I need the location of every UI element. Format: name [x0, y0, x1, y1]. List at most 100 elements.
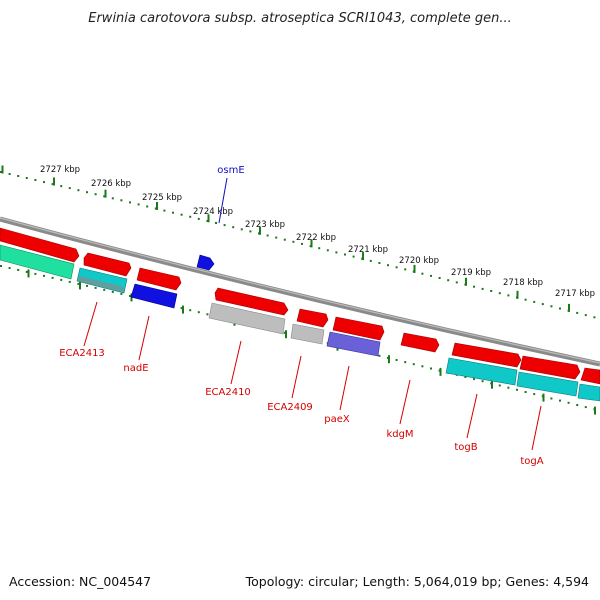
ruler-major-tick [568, 303, 570, 312]
ruler-dot [421, 272, 424, 275]
gene-arrow[interactable] [580, 367, 600, 385]
ruler-dot [129, 201, 131, 204]
leader-line [399, 379, 411, 425]
leader-line [218, 177, 228, 224]
ruler-label: 2719 kbp [451, 268, 491, 278]
ruler-dot [189, 215, 192, 218]
gene-bar[interactable] [0, 244, 75, 280]
ruler-dot [567, 401, 570, 404]
ruler-dot [17, 269, 20, 271]
gene-bar[interactable] [326, 331, 381, 357]
ruler-dot [412, 363, 415, 366]
gene-bar-nadE[interactable] [130, 283, 178, 309]
ruler-dot [369, 259, 372, 262]
gene-label-ECA2409[interactable]: ECA2409 [267, 402, 313, 413]
gene-arrow[interactable] [400, 332, 440, 353]
ruler-dot [232, 226, 235, 229]
outer-ruler [0, 165, 596, 319]
reverse-strand-genes [0, 244, 600, 402]
gene-arrow[interactable] [136, 267, 182, 291]
ruler-dot [498, 292, 501, 295]
ruler-label: 2717 kbp [555, 289, 595, 299]
ruler-dot [51, 183, 54, 186]
ruler-dot [120, 199, 123, 202]
ruler-dot [550, 397, 553, 400]
gene-label-togA[interactable]: togA [520, 456, 543, 467]
ruler-dot [180, 307, 183, 310]
gene-arrow[interactable] [519, 355, 581, 380]
ruler-label: 2723 kbp [245, 220, 285, 230]
gene-label-nadE[interactable]: nadE [123, 363, 148, 374]
gene-arrow[interactable] [0, 227, 80, 263]
gene-label-paeX[interactable]: paeX [324, 414, 350, 425]
gene-bar[interactable] [208, 302, 286, 335]
ruler-dot [395, 359, 398, 361]
ruler-dot [172, 211, 174, 214]
gene-label-ECA2410[interactable]: ECA2410 [205, 387, 251, 398]
ruler-dot [524, 298, 527, 301]
ruler-dot [34, 272, 37, 275]
ruler-dot [8, 267, 11, 269]
ruler-dot [559, 307, 561, 310]
ruler-dot [129, 295, 131, 297]
ruler-label: 2724 kbp [193, 207, 233, 217]
gene-label-kdgM[interactable]: kdgM [386, 429, 413, 440]
ruler-dot [275, 236, 278, 239]
ruler-dot [516, 388, 518, 391]
ruler-dot [163, 209, 166, 212]
ruler-dot [283, 331, 286, 334]
ruler-dot [498, 384, 501, 387]
ruler-dot [120, 292, 123, 295]
gene-bar[interactable] [78, 276, 124, 292]
ruler-dot [240, 228, 243, 231]
gene-arrow-osmE[interactable] [196, 254, 215, 271]
gene-bar[interactable] [290, 323, 325, 345]
gene-label-osmE[interactable]: osmE [217, 165, 244, 176]
ruler-dot [8, 173, 11, 175]
ruler-dot [344, 253, 346, 256]
ruler-dot [111, 197, 114, 200]
gene-arrow[interactable] [451, 342, 522, 368]
ruler-major-tick [1, 165, 4, 174]
ruler-dot [430, 367, 432, 370]
gene-arrow[interactable] [332, 316, 385, 341]
genome-backbone-highlight [0, 217, 600, 364]
ruler-dot [17, 175, 20, 177]
ruler-dot [421, 365, 424, 368]
gene-bar[interactable] [445, 357, 518, 386]
gene-label-ECA2413[interactable]: ECA2413 [59, 348, 105, 359]
ruler-dot [25, 270, 28, 273]
ruler-dot [43, 181, 45, 184]
ruler-label: 2718 kbp [503, 278, 543, 288]
ruler-dot [146, 205, 149, 208]
ruler-dot [77, 282, 80, 285]
ruler-dot [154, 207, 157, 210]
ruler-dot [455, 281, 458, 284]
gene-label-togB[interactable]: togB [454, 442, 477, 453]
leader-line [230, 340, 242, 385]
leader-line [83, 301, 98, 347]
gene-bar[interactable] [577, 383, 600, 402]
ruler-label: 2725 kbp [142, 193, 182, 203]
ruler-major-tick [182, 305, 184, 314]
gene-bar[interactable] [516, 371, 579, 397]
ruler-dot [473, 285, 475, 288]
topology-summary-text: Topology: circular; Length: 5,064,019 bp… [245, 574, 589, 589]
leader-line [339, 365, 350, 411]
ruler-dot [103, 288, 106, 291]
ruler-dot [507, 294, 510, 297]
ruler-dot [378, 354, 381, 357]
ruler-dot [197, 217, 200, 220]
ruler-major-tick [439, 367, 442, 376]
ruler-dot [0, 171, 2, 173]
ruler-dot [593, 316, 596, 319]
ruler-dot [197, 311, 200, 314]
ruler-labels: 2727 kbp 2726 kbp 2725 kbp 2724 kbp 2723… [40, 165, 595, 299]
gene-arrow[interactable] [83, 252, 132, 277]
gene-arrow[interactable] [214, 287, 289, 316]
gene-arrow[interactable] [296, 308, 329, 328]
ruler-dot [0, 265, 2, 267]
ruler-dot [34, 179, 37, 181]
ruler-dot [447, 279, 450, 282]
